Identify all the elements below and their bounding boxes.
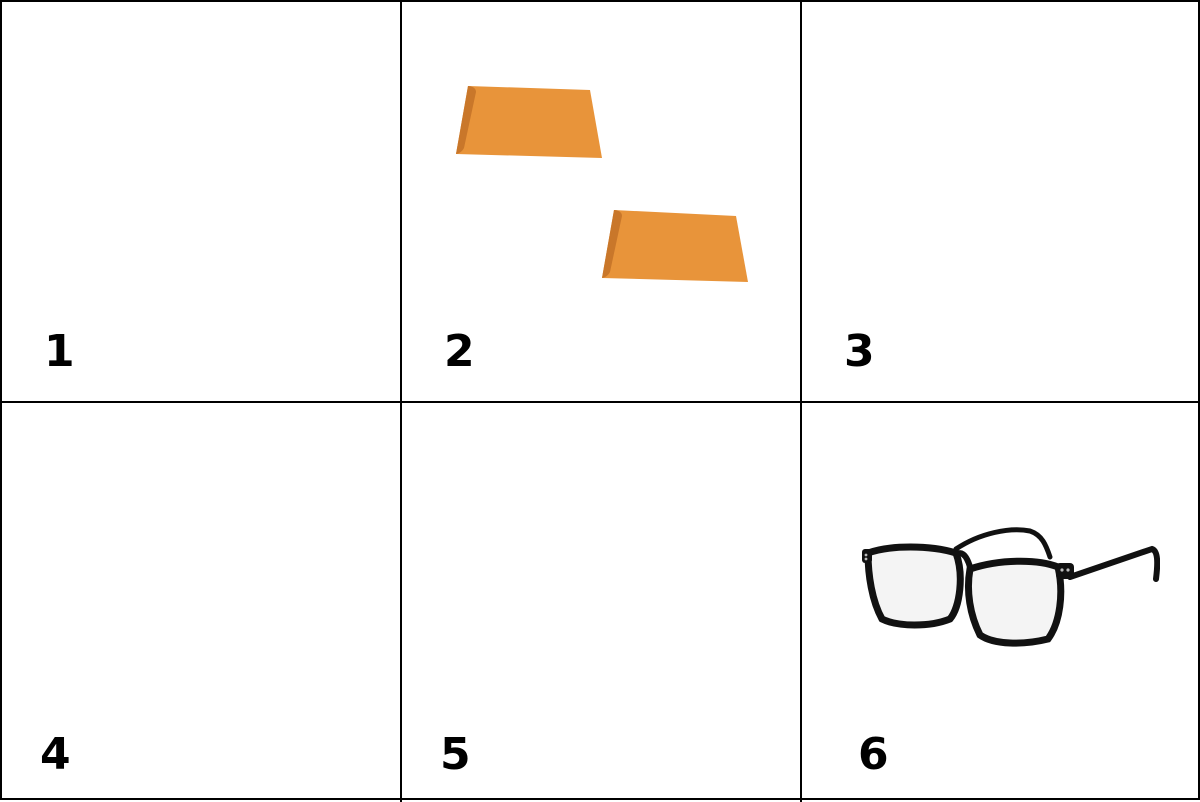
panel-6: 6 [800, 401, 1198, 799]
panel-3: 3 [800, 2, 1198, 400]
envelope-icon [456, 86, 602, 158]
panel-5: 5 [400, 401, 798, 799]
panel-number: 1 [44, 326, 75, 377]
panel-4: 4 [2, 401, 400, 799]
panel-number: 4 [40, 729, 71, 780]
panel-number: 3 [844, 326, 875, 377]
grid-divider-horizontal [2, 401, 1200, 403]
panel-1: 1 [2, 2, 400, 400]
panel-number: 5 [440, 729, 471, 780]
panel-number: 6 [858, 729, 889, 780]
glasses-icon [862, 527, 1160, 647]
panel-2: 2 [400, 2, 798, 400]
panel-number: 2 [444, 326, 475, 377]
envelope-icon [602, 210, 748, 282]
